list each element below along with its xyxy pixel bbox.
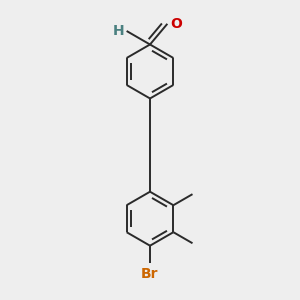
Text: O: O — [170, 17, 182, 31]
Text: Br: Br — [141, 267, 159, 281]
Text: H: H — [112, 24, 124, 38]
